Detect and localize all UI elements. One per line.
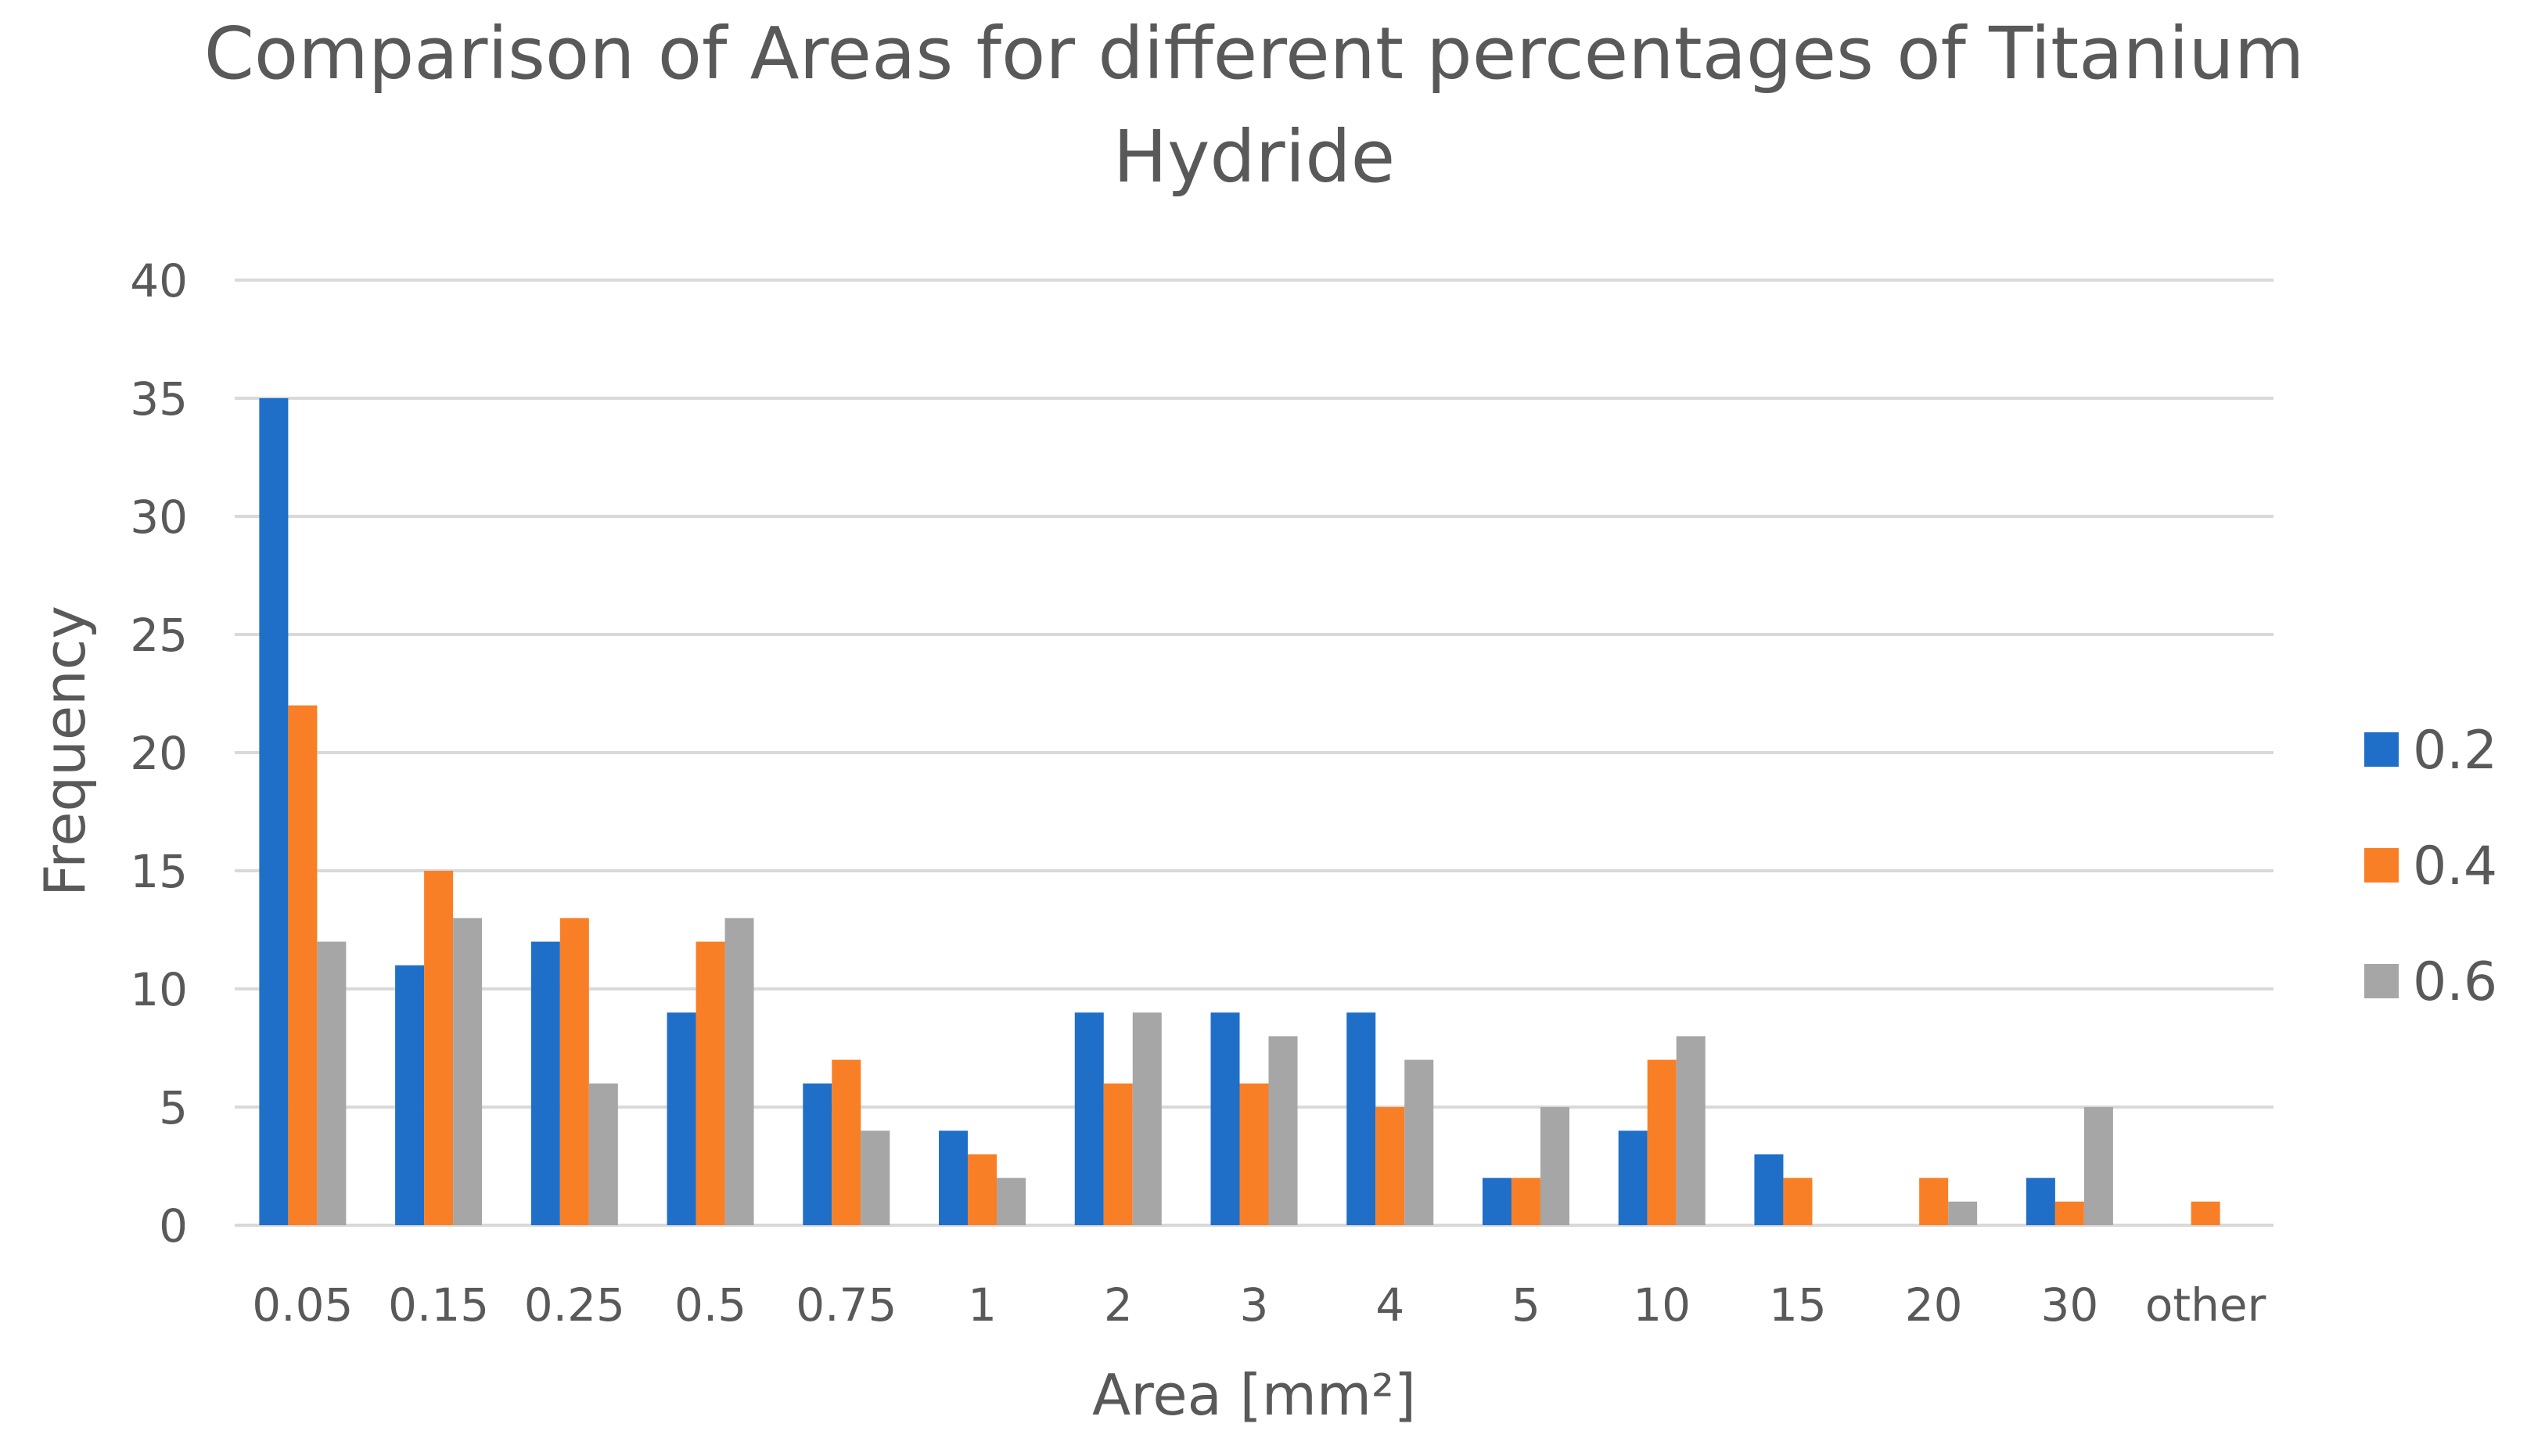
- x-tick-label: 2: [1104, 1278, 1133, 1332]
- bar-0.6-0.75: [861, 1131, 890, 1225]
- legend-swatch-0.2: [2364, 732, 2399, 767]
- bar-0.2-10: [1618, 1131, 1648, 1225]
- bar-0.4-5: [1511, 1177, 1540, 1225]
- legend-label-0.4: 0.4: [2413, 836, 2497, 897]
- bar-0.4-0.5: [696, 941, 725, 1225]
- bar-0.2-3: [1210, 1012, 1240, 1225]
- y-tick-label: 10: [130, 963, 188, 1016]
- bar-0.2-0.5: [667, 1012, 696, 1225]
- x-tick-label: 4: [1375, 1278, 1404, 1332]
- bar-0.2-0.15: [395, 965, 425, 1225]
- bar-0.2-2: [1074, 1012, 1104, 1225]
- x-tick-label: 0.25: [524, 1278, 625, 1332]
- y-tick-label: 40: [130, 254, 188, 307]
- bar-0.6-0.25: [588, 1083, 618, 1225]
- bar-0.6-0.5: [724, 918, 754, 1225]
- bar-0.6-10: [1676, 1036, 1706, 1225]
- bar-0.4-0.25: [559, 918, 589, 1225]
- bar-0.4-2: [1103, 1083, 1133, 1225]
- x-tick-label: 0.75: [796, 1278, 897, 1332]
- x-tick-label: 30: [2040, 1278, 2098, 1332]
- x-tick-label: 3: [1240, 1278, 1269, 1332]
- y-tick-label: 20: [130, 727, 188, 780]
- bar-0.6-2: [1132, 1012, 1162, 1225]
- bar-0.4-15: [1783, 1177, 1813, 1225]
- bar-0.4-other: [2191, 1201, 2220, 1225]
- bar-0.4-30: [2054, 1201, 2084, 1225]
- legend-swatch-0.4: [2364, 848, 2399, 883]
- bar-0.4-10: [1647, 1059, 1677, 1225]
- bar-0.2-15: [1754, 1154, 1784, 1225]
- x-tick-label: 10: [1633, 1278, 1691, 1332]
- bar-0.4-0.05: [288, 705, 318, 1225]
- bars: [259, 398, 2220, 1225]
- bar-0.2-4: [1346, 1012, 1376, 1225]
- bar-0.4-0.15: [424, 871, 454, 1225]
- bar-0.6-1: [997, 1177, 1026, 1225]
- bar-0.4-20: [1919, 1177, 1949, 1225]
- bar-0.2-1: [939, 1131, 969, 1225]
- bar-0.6-3: [1268, 1036, 1298, 1225]
- bar-0.2-5: [1482, 1177, 1512, 1225]
- bar-0.4-4: [1375, 1107, 1405, 1225]
- bar-0.6-4: [1404, 1059, 1434, 1225]
- y-axis-ticks: 0 5 10 15 20 25 30 35 40: [130, 254, 188, 1253]
- bar-0.2-0.05: [259, 398, 289, 1225]
- legend-swatch-0.6: [2364, 964, 2399, 998]
- y-axis-title: Frequency: [32, 606, 98, 897]
- x-tick-label: 0.05: [252, 1278, 353, 1332]
- bar-0.6-5: [1540, 1107, 1569, 1225]
- y-tick-label: 0: [159, 1199, 188, 1253]
- x-tick-label: 0.15: [388, 1278, 489, 1332]
- bar-0.6-20: [1948, 1201, 1978, 1225]
- legend: 0.2 0.4 0.6: [2364, 720, 2497, 1013]
- x-axis-title: Area [mm²]: [1092, 1362, 1416, 1428]
- legend-label-0.6: 0.6: [2413, 951, 2497, 1013]
- bar-0.4-3: [1239, 1083, 1269, 1225]
- bar-0.6-0.05: [317, 941, 347, 1225]
- y-tick-label: 25: [130, 609, 188, 662]
- y-tick-label: 30: [130, 491, 188, 544]
- bar-0.4-1: [968, 1154, 998, 1225]
- chart-title-line-2: Hydride: [1113, 115, 1395, 199]
- bar-0.2-0.75: [803, 1083, 832, 1225]
- bar-0.2-0.25: [530, 941, 560, 1225]
- legend-label-0.2: 0.2: [2413, 720, 2497, 782]
- x-tick-label: 0.5: [674, 1278, 746, 1332]
- bar-0.2-30: [2026, 1177, 2055, 1225]
- y-tick-label: 15: [130, 845, 188, 898]
- x-tick-label: 20: [1905, 1278, 1963, 1332]
- bar-0.6-30: [2083, 1107, 2113, 1225]
- y-tick-label: 35: [130, 372, 188, 426]
- chart-title-line-1: Comparison of Areas for different percen…: [204, 12, 2305, 95]
- y-tick-label: 5: [159, 1081, 188, 1134]
- x-tick-label: 15: [1769, 1278, 1827, 1332]
- bar-0.4-0.75: [832, 1059, 861, 1225]
- x-axis-ticks: 0.05 0.15 0.25 0.5 0.75 1 2 3 4 5 10 15 20 30 other: [252, 1278, 2266, 1332]
- x-tick-label: 5: [1512, 1278, 1540, 1332]
- x-tick-label: 1: [968, 1278, 997, 1332]
- bar-0.6-0.15: [453, 918, 483, 1225]
- x-tick-label: other: [2145, 1278, 2266, 1332]
